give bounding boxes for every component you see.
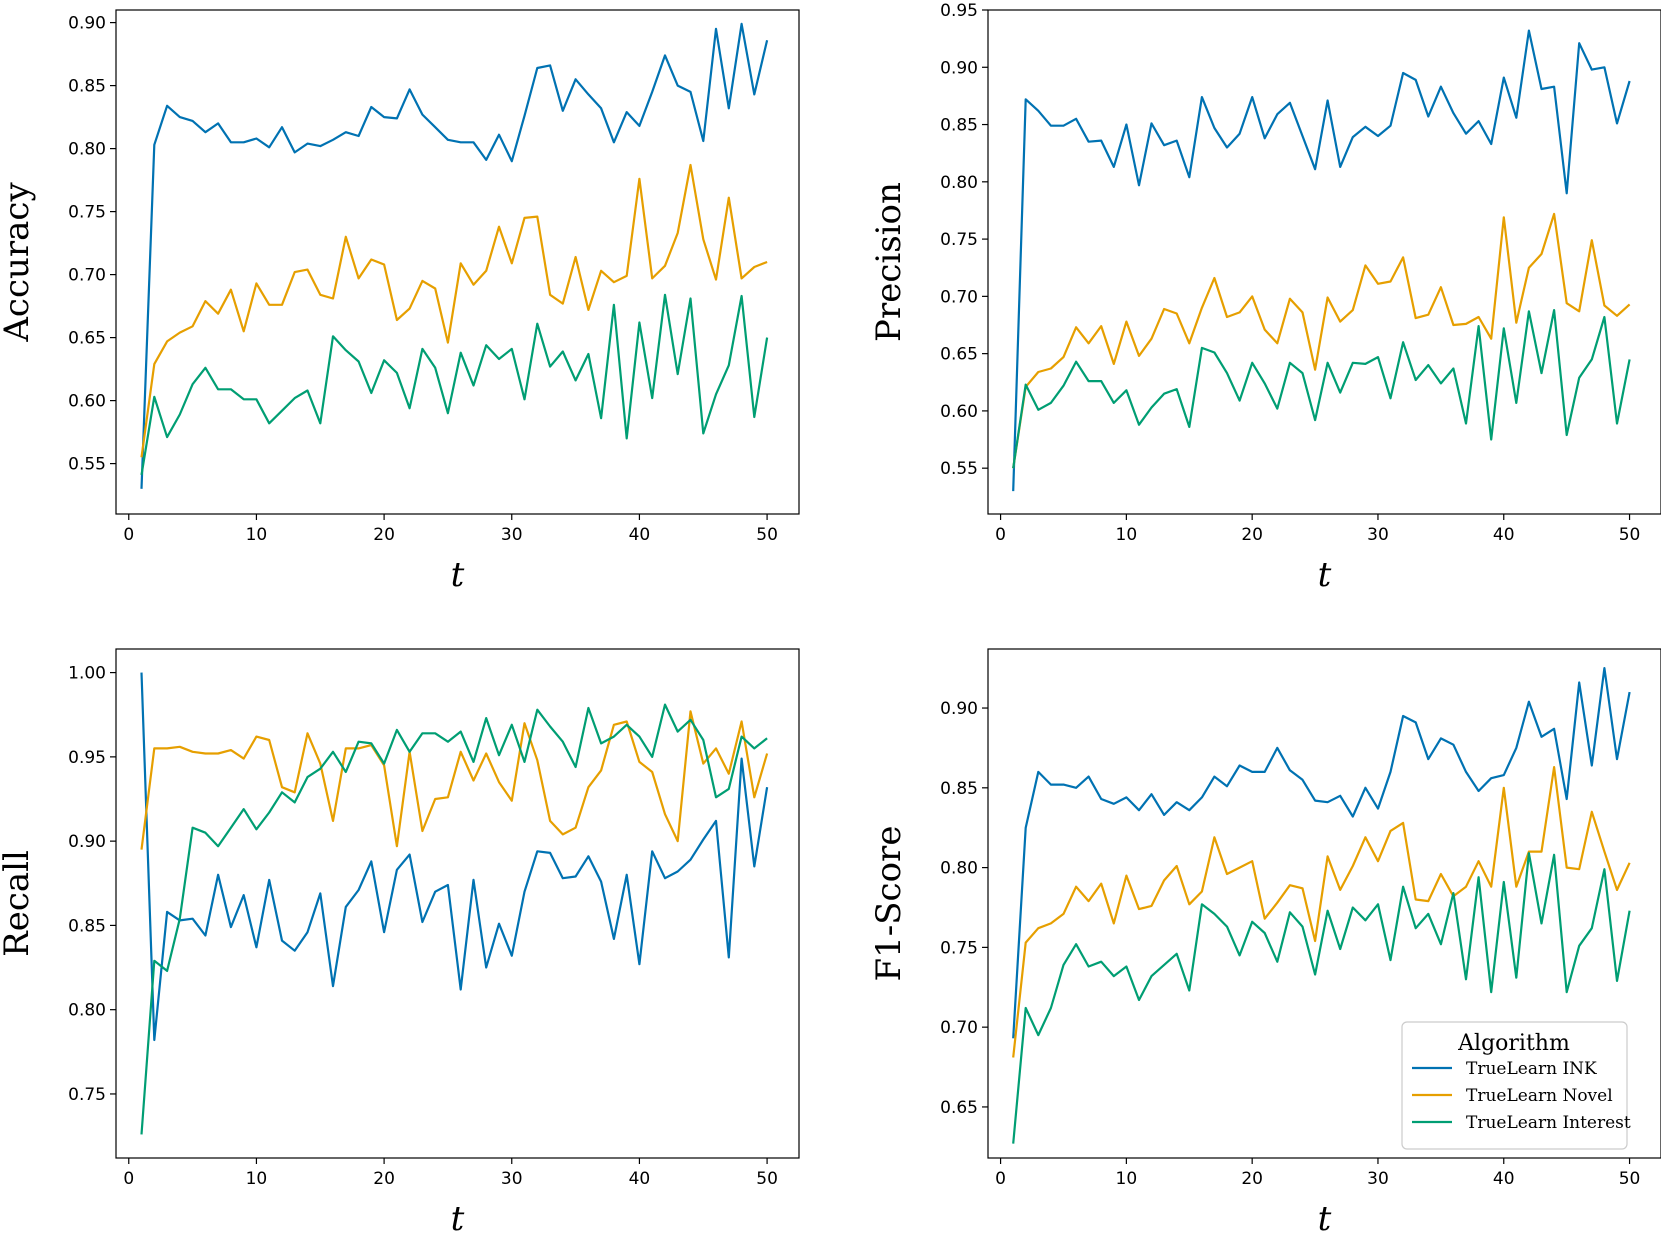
x-tick-label: 10 [246, 1169, 268, 1189]
y-tick-label: 0.70 [940, 1018, 978, 1038]
x-tick-label: 10 [1116, 525, 1138, 545]
series-line-3 [140, 703, 768, 1135]
plot-frame [115, 9, 800, 515]
x-tick-label: 50 [756, 1169, 778, 1189]
y-tick-label: 0.65 [68, 329, 106, 349]
series-line-3 [140, 293, 769, 476]
series-line-1 [1012, 29, 1631, 492]
series-line-2 [1012, 765, 1631, 1058]
plot-frame [987, 648, 1661, 1159]
x-tick-label: 40 [1493, 525, 1515, 545]
y-tick-label: 0.95 [68, 748, 106, 768]
y-tick-label: 0.90 [940, 58, 978, 78]
y-tick-label: 0.70 [940, 287, 978, 307]
y-tick-label: 0.85 [940, 779, 978, 799]
x-axis-label: t [451, 1199, 465, 1234]
series-line-1 [140, 22, 769, 489]
y-tick-label: 0.80 [68, 140, 106, 160]
x-tick-label: 50 [1619, 1169, 1641, 1189]
series-line-2 [140, 163, 768, 458]
series-line-1 [1012, 666, 1631, 1039]
legend-label-2: TrueLearn Novel [1466, 1086, 1613, 1106]
y-tick-label: 0.75 [940, 230, 978, 250]
y-tick-label: 0.55 [940, 459, 978, 479]
y-tick-label: 0.75 [68, 1085, 106, 1105]
plot-frame [987, 9, 1661, 515]
x-axis-label: t [451, 555, 465, 595]
chart-panel-3: 0 10 20 30 40 50 0.75 0.80 0.85 0.90 0.95 1.00 t Reca… [0, 648, 800, 1234]
y-tick-label: 0.85 [68, 916, 106, 936]
y-tick-label: 0.60 [940, 402, 978, 422]
y-tick-label: 0.65 [940, 1098, 978, 1118]
y-tick-label: 0.90 [68, 832, 106, 852]
series-line-2 [140, 710, 769, 850]
x-tick-label: 30 [501, 525, 523, 545]
y-tick-label: 0.75 [68, 203, 106, 223]
x-tick-label: 30 [501, 1169, 523, 1189]
x-tick-label: 20 [1241, 525, 1263, 545]
y-tick-label: 0.80 [68, 1001, 106, 1021]
y-tick-label: 0.85 [940, 116, 978, 136]
legend-title: Algorithm [1457, 1031, 1570, 1056]
y-tick-label: 0.80 [940, 859, 978, 879]
series-line-1 [140, 672, 769, 1042]
y-axis-label: Accuracy [0, 182, 37, 343]
x-tick-label: 0 [123, 525, 134, 545]
y-axis-label: Precision [869, 182, 909, 342]
y-tick-label: 1.00 [68, 664, 106, 684]
legend-label-3: TrueLearn Interest [1466, 1113, 1631, 1133]
legend-label-1: TrueLearn INK [1466, 1059, 1597, 1079]
x-tick-label: 50 [1619, 525, 1641, 545]
y-tick-label: 0.90 [68, 14, 106, 34]
series-line-2 [1012, 212, 1631, 469]
x-tick-label: 0 [995, 525, 1006, 545]
y-axis-label: Recall [0, 850, 37, 957]
plot-frame [115, 648, 800, 1159]
y-tick-label: 0.55 [68, 455, 106, 475]
series-line-3 [1012, 852, 1631, 1144]
chart-panel-4: 0 10 20 30 40 50 0.65 0.70 0.75 0.80 0.85 0.90 t F1-S… [869, 648, 1661, 1234]
x-tick-label: 50 [756, 525, 778, 545]
y-tick-label: 0.75 [940, 938, 978, 958]
x-tick-label: 40 [1493, 1169, 1515, 1189]
x-tick-label: 10 [246, 525, 268, 545]
chart-panel-2: 0 10 20 30 40 50 0.55 0.60 0.65 0.70 0.75 0.80 0.85 0… [869, 1, 1661, 595]
x-tick-label: 30 [1367, 1169, 1389, 1189]
series-line-3 [1012, 309, 1631, 469]
y-axis-label: F1-Score [869, 826, 909, 982]
x-tick-label: 20 [373, 1169, 395, 1189]
x-tick-label: 40 [629, 525, 651, 545]
x-tick-label: 20 [373, 525, 395, 545]
x-tick-label: 40 [629, 1169, 651, 1189]
y-tick-label: 0.70 [68, 266, 106, 286]
y-tick-label: 0.65 [940, 345, 978, 365]
x-tick-label: 10 [1116, 1169, 1138, 1189]
y-tick-label: 0.90 [940, 699, 978, 719]
x-axis-label: t [1318, 1199, 1332, 1234]
y-tick-label: 0.80 [940, 173, 978, 193]
y-tick-label: 0.60 [68, 392, 106, 412]
x-axis-label: t [1318, 555, 1332, 595]
y-tick-label: 0.85 [68, 77, 106, 97]
x-tick-label: 30 [1367, 525, 1389, 545]
legend-items: TrueLearn INK TrueLearn Novel TrueLearn In… [1412, 1059, 1631, 1133]
y-tick-label: 0.95 [940, 1, 978, 21]
x-tick-label: 0 [123, 1169, 134, 1189]
chart-panel-1: 0 10 20 30 40 50 0.55 0.60 0.65 0.70 0.75 0.80 0.85 0… [0, 9, 800, 595]
x-tick-label: 20 [1241, 1169, 1263, 1189]
x-tick-label: 0 [995, 1169, 1006, 1189]
legend-frame [1401, 1021, 1628, 1150]
